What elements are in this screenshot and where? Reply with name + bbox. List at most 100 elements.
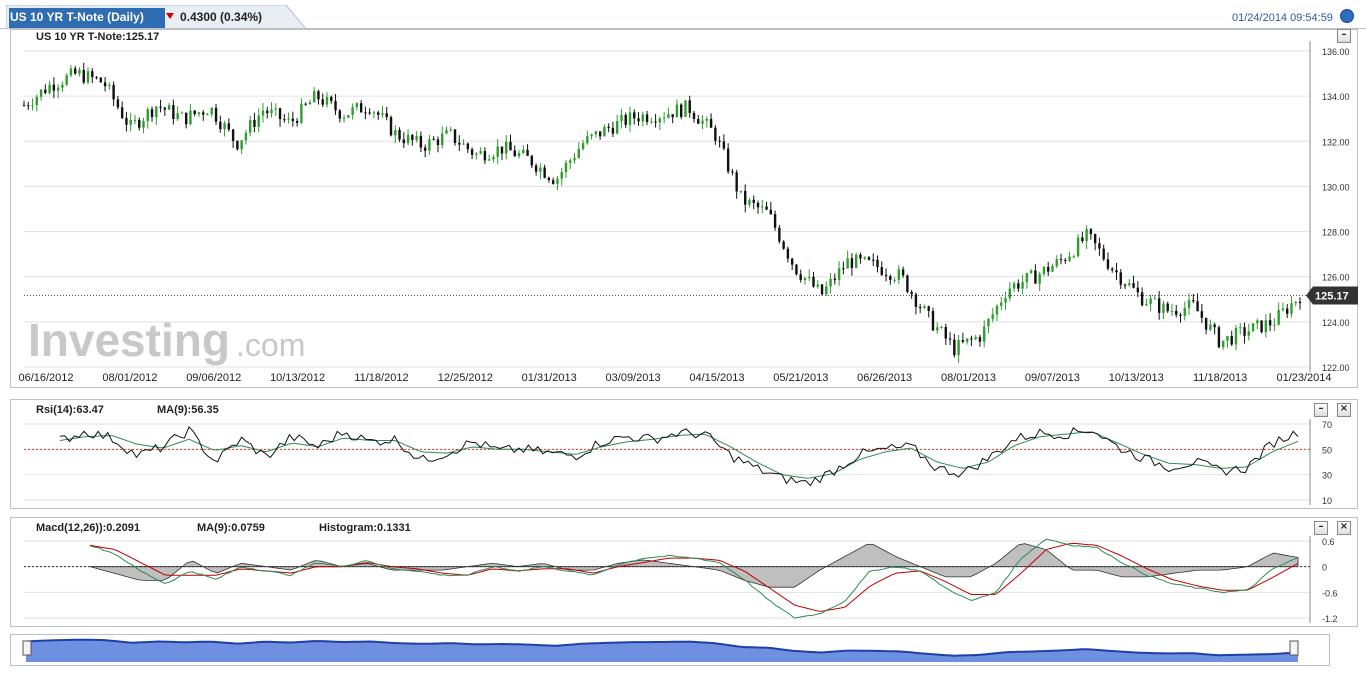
candle <box>27 101 30 110</box>
candle <box>312 87 316 103</box>
candle <box>641 111 644 127</box>
candle <box>1119 269 1122 289</box>
range-handle-right[interactable] <box>1289 640 1299 656</box>
candle <box>782 240 785 250</box>
x-tick-label: 08/01/2012 <box>102 372 157 384</box>
x-tick-label: 10/13/2012 <box>270 372 325 384</box>
candle <box>936 322 939 334</box>
x-tick-label: 09/07/2013 <box>1025 372 1080 384</box>
instrument-tab[interactable] <box>6 5 306 29</box>
minimize-icon[interactable]: – <box>1314 521 1328 535</box>
candle <box>359 100 363 113</box>
macd-chart[interactable]: 0.6 0 -0.6 -1.2 <box>0 0 1366 630</box>
candle <box>402 132 406 149</box>
candle <box>603 124 606 137</box>
candle <box>1055 255 1058 268</box>
candle <box>594 130 598 138</box>
y-tick-label: 132.00 <box>1322 137 1350 147</box>
candle <box>556 176 559 191</box>
candle <box>381 105 384 118</box>
x-tick-label: 06/26/2013 <box>857 372 912 384</box>
candle <box>1187 293 1191 315</box>
candle <box>1132 275 1135 289</box>
candle <box>1085 225 1088 249</box>
candle <box>1251 323 1255 332</box>
candle <box>321 93 324 108</box>
price-chart[interactable]: Investing .com 136.00 134.00 132.00 130.00 1… <box>0 0 1366 386</box>
candle <box>547 176 551 183</box>
candle <box>155 105 158 125</box>
candle <box>970 335 973 346</box>
price-change: 0.4300 (0.34%) <box>180 10 263 24</box>
candle <box>739 190 743 194</box>
candle <box>825 281 828 296</box>
candle <box>1111 267 1114 273</box>
candle <box>526 144 529 156</box>
candle <box>458 135 461 151</box>
candle <box>291 111 295 127</box>
close-icon[interactable]: × <box>1337 521 1351 535</box>
candle <box>377 110 380 120</box>
candle <box>163 106 167 116</box>
range-handle-left[interactable] <box>22 640 32 656</box>
candle <box>449 126 452 132</box>
candle <box>428 134 431 155</box>
candle <box>295 118 299 127</box>
y-tick-label: 124.00 <box>1322 318 1350 328</box>
candle <box>419 131 423 153</box>
candle <box>146 107 149 129</box>
rsi-chart[interactable]: 70 50 30 10 <box>0 0 1366 510</box>
candle <box>441 126 444 149</box>
candle <box>876 255 879 273</box>
candle <box>411 133 414 146</box>
candle <box>432 136 435 141</box>
refresh-icon[interactable] <box>1340 9 1354 23</box>
candle <box>808 269 811 281</box>
candle <box>560 167 563 186</box>
candle <box>1140 287 1144 307</box>
candle <box>974 334 977 341</box>
candle <box>662 112 666 124</box>
candle <box>257 108 260 133</box>
candle <box>35 94 39 112</box>
candle <box>227 118 231 132</box>
candle <box>1273 318 1276 332</box>
candle <box>1230 330 1233 347</box>
candle <box>812 271 815 288</box>
y-tick-label: -1.2 <box>1322 614 1338 624</box>
histogram-label: Histogram:0.1331 <box>319 522 411 534</box>
minimize-icon[interactable]: – <box>1314 403 1328 417</box>
candle <box>893 277 896 284</box>
candle <box>884 268 888 282</box>
svg-text:125.17: 125.17 <box>1315 290 1349 302</box>
candle <box>176 106 179 121</box>
candle <box>231 128 235 148</box>
candle <box>1098 237 1101 256</box>
candle <box>837 261 841 286</box>
candle <box>180 111 184 114</box>
candle <box>1260 320 1263 334</box>
candle <box>748 198 751 208</box>
y-tick-label: 30 <box>1322 471 1332 481</box>
candle <box>505 135 508 160</box>
down-arrow-icon <box>166 13 174 19</box>
y-tick-label: 122.00 <box>1322 363 1350 373</box>
candle <box>701 115 704 130</box>
candle <box>283 114 286 123</box>
candle <box>880 261 883 277</box>
candle <box>517 150 521 159</box>
candle <box>692 110 696 123</box>
candle <box>116 95 120 110</box>
candle <box>714 125 717 145</box>
candle <box>1204 317 1208 335</box>
candle <box>1149 294 1152 312</box>
price-label: US 10 YR T-Note:125.17 <box>36 31 160 43</box>
candle <box>1298 297 1302 310</box>
candle <box>214 103 218 125</box>
candle <box>150 106 154 122</box>
close-icon[interactable]: × <box>1337 403 1351 417</box>
navigator-line <box>25 638 1299 657</box>
minimize-icon[interactable]: – <box>1337 29 1351 43</box>
candle <box>287 112 290 124</box>
